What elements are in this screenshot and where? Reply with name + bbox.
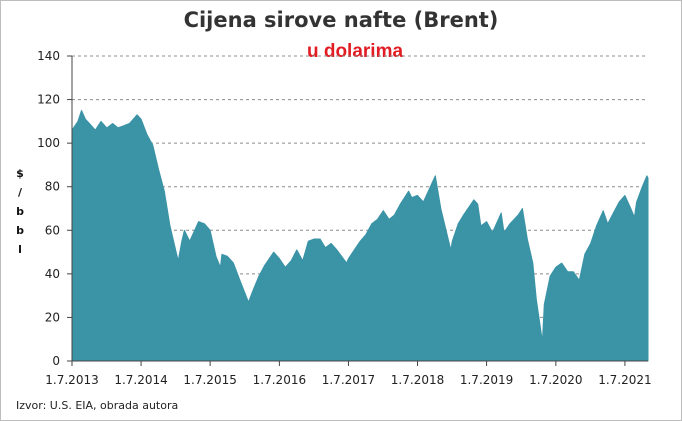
x-tick-label: 1.7.2014 — [114, 373, 167, 387]
y-axis-label-char: b — [16, 224, 24, 237]
y-tick-labels: 0 20 40 60 80 100 120 140 — [37, 49, 60, 368]
y-tick-label: 20 — [45, 310, 60, 324]
x-tick-label: 1.7.2015 — [183, 373, 236, 387]
series-area — [71, 110, 649, 362]
x-tick-label: 1.7.2013 — [45, 373, 98, 387]
y-tick-label: 120 — [37, 93, 60, 107]
y-axis-label-char: / — [17, 186, 23, 199]
source-note: Izvor: U.S. EIA, obrada autora — [16, 399, 179, 412]
x-tick-label: 1.7.2018 — [391, 373, 444, 387]
x-tick-label: 1.7.2016 — [253, 373, 306, 387]
y-tick-label: 60 — [45, 223, 60, 237]
axes — [67, 55, 648, 366]
y-tick-label: 140 — [37, 49, 60, 63]
chart-subtitle: u dolarima — [306, 41, 404, 62]
y-tick-label: 40 — [45, 267, 60, 281]
y-tick-label: 80 — [45, 180, 60, 194]
price-area — [71, 110, 649, 362]
x-tick-label: 1.7.2021 — [598, 373, 651, 387]
y-tick-label: 100 — [37, 136, 60, 150]
x-tick-labels: 1.7.2013 1.7.2014 1.7.2015 1.7.2016 1.7.2017… — [45, 373, 651, 387]
x-tick-label: 1.7.2019 — [460, 373, 513, 387]
y-axis-label-char: l — [18, 243, 22, 256]
y-tick-label: 0 — [52, 354, 60, 368]
chart-title: Cijena sirove nafte (Brent) — [183, 8, 499, 32]
y-axis-label-char: b — [16, 205, 24, 218]
x-tick-label: 1.7.2017 — [322, 373, 375, 387]
y-axis-label-char: $ — [16, 167, 24, 180]
y-axis-label: $ / b b l — [14, 164, 26, 259]
x-tick-label: 1.7.2020 — [529, 373, 582, 387]
